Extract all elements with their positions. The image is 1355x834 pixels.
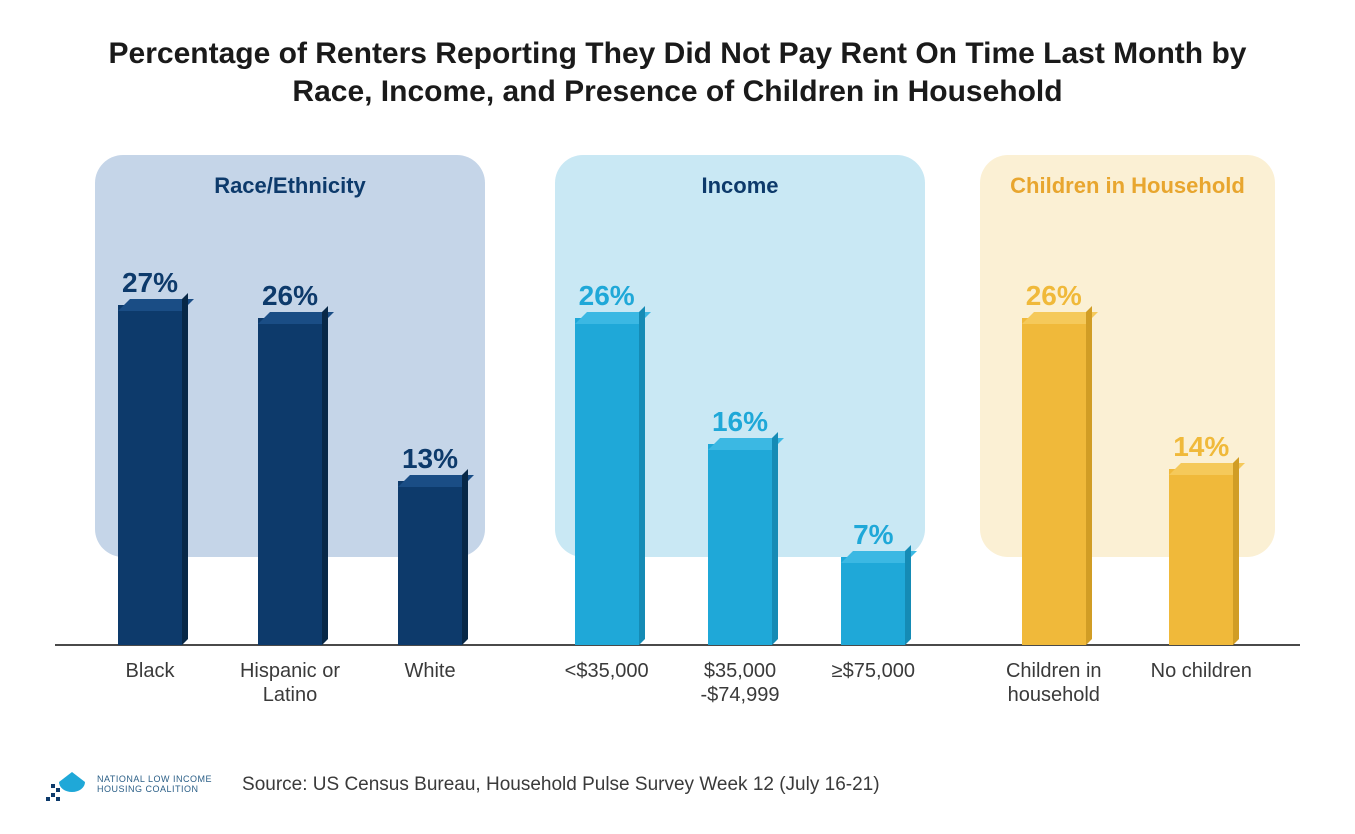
bar-side-face	[905, 545, 911, 645]
org-logo: NATIONAL LOW INCOME HOUSING COALITION	[45, 766, 212, 804]
bar-wrap: 13%	[360, 443, 500, 645]
panel-income: Income26%16%7%<$35,000$35,000 -$74,999≥$…	[540, 155, 940, 645]
bar-wrap: 26%	[980, 280, 1128, 645]
bar-value: 26%	[262, 280, 318, 312]
bar-wrap: 14%	[1128, 431, 1276, 645]
bar-wrap: 16%	[673, 406, 806, 645]
panel-title-children: Children in Household	[980, 173, 1275, 199]
x-label: Hispanic or Latino	[220, 659, 360, 707]
x-label: <$35,000	[540, 659, 673, 707]
org-name-line2: HOUSING COALITION	[97, 785, 212, 795]
bar	[1022, 318, 1086, 645]
panel-race: Race/Ethnicity27%26%13%BlackHispanic or …	[80, 155, 500, 645]
panel-title-race: Race/Ethnicity	[80, 173, 500, 199]
bar-value: 26%	[1026, 280, 1082, 312]
x-labels-children: Children in householdNo children	[980, 645, 1275, 707]
x-label: White	[360, 659, 500, 707]
panel-children: Children in Household26%14%Children in h…	[980, 155, 1275, 645]
chart-area: Race/Ethnicity27%26%13%BlackHispanic or …	[80, 155, 1275, 645]
bar-side-face	[1233, 457, 1239, 645]
bar	[118, 305, 182, 645]
panel-title-income: Income	[540, 173, 940, 199]
bar-side-face	[1086, 306, 1092, 645]
bar-wrap: 26%	[220, 280, 360, 645]
bar-value: 7%	[853, 519, 893, 551]
bar	[258, 318, 322, 645]
bar-value: 16%	[712, 406, 768, 438]
bar-side-face	[322, 306, 328, 645]
bar-value: 13%	[402, 443, 458, 475]
bar-wrap: 26%	[540, 280, 673, 645]
x-label: Black	[80, 659, 220, 707]
bar-value: 27%	[122, 267, 178, 299]
bar-value: 26%	[579, 280, 635, 312]
bars-children: 26% 14%	[980, 280, 1275, 645]
bar-wrap: 27%	[80, 267, 220, 645]
bars-income: 26% 16% 7%	[540, 280, 940, 645]
panels-row: Race/Ethnicity27%26%13%BlackHispanic or …	[80, 155, 1275, 645]
house-icon	[45, 766, 89, 804]
org-name: NATIONAL LOW INCOME HOUSING COALITION	[97, 775, 212, 795]
x-labels-income: <$35,000$35,000 -$74,999≥$75,000	[540, 645, 940, 707]
source-text: Source: US Census Bureau, Household Puls…	[242, 774, 880, 796]
bar-side-face	[462, 469, 468, 645]
bar	[398, 481, 462, 645]
bar	[708, 444, 772, 645]
bar-value: 14%	[1173, 431, 1229, 463]
x-labels-race: BlackHispanic or LatinoWhite	[80, 645, 500, 707]
x-label: $35,000 -$74,999	[673, 659, 806, 707]
bar	[575, 318, 639, 645]
bars-race: 27% 26% 13%	[80, 267, 500, 645]
bar-wrap: 7%	[807, 519, 940, 645]
bar	[1169, 469, 1233, 645]
bar-side-face	[772, 432, 778, 645]
x-label: No children	[1128, 659, 1276, 707]
bar-side-face	[182, 293, 188, 645]
x-label: ≥$75,000	[807, 659, 940, 707]
bar-side-face	[639, 306, 645, 645]
x-label: Children in household	[980, 659, 1128, 707]
chart-title: Percentage of Renters Reporting They Did…	[0, 0, 1355, 110]
bar	[841, 557, 905, 645]
footer: NATIONAL LOW INCOME HOUSING COALITION So…	[45, 766, 1275, 804]
